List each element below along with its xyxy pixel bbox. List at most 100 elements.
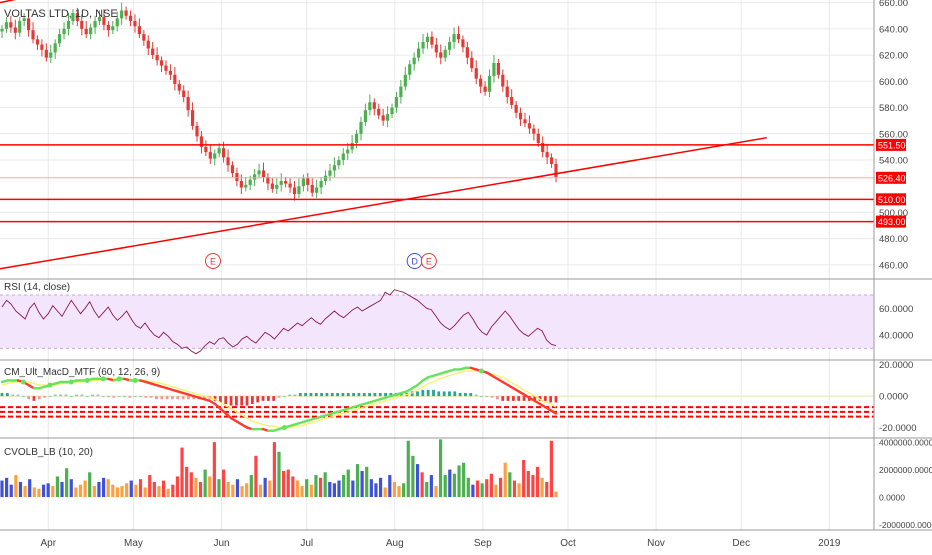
candle-body [213,153,217,159]
macd-tick-label: -20.0000 [879,423,917,434]
macd-histogram-bar [288,394,292,397]
candle-body [71,13,75,21]
volume-bar [78,484,83,498]
macd-histogram-bar [123,396,126,398]
volume-bar [318,477,323,498]
candle-body [168,70,173,75]
macd-histogram-bar [320,393,324,397]
macd-histogram-bar [117,396,121,398]
month-label: Apr [40,538,56,549]
candle-body [235,173,239,181]
month-label: May [124,538,143,549]
volume-bar [106,479,110,498]
macd-histogram-bar [304,393,308,397]
candle-body [385,114,390,121]
macd-histogram-bar [32,396,36,401]
volume-bar [388,475,392,498]
macd-histogram-bar [448,391,451,397]
volume-bar [185,466,189,498]
candle-body [279,180,283,185]
candle-body [22,18,26,21]
price-label: 493.00 [878,217,906,227]
macd-histogram-bar [85,396,89,398]
macd-histogram-bar [522,396,526,401]
volume-bar [462,462,466,498]
macd-histogram-bar [314,393,318,397]
volume-bar [471,484,475,498]
volume-bar [517,483,521,498]
volume-bar [272,442,276,498]
macd-histogram-bar [474,394,478,397]
macd-histogram-bar [325,393,329,397]
macd-histogram-bar [469,393,473,397]
candle-body [354,133,359,143]
candle-body [483,86,487,92]
macd-histogram-bar [53,394,57,397]
candle-body [514,104,518,113]
volume-bar [434,486,438,498]
candle-body [106,24,110,31]
volume-bar [291,476,295,498]
volume-bar [166,488,170,498]
macd-histogram-bar [155,396,158,400]
macd-histogram-bar [384,393,387,397]
rsi-tick-label: 40.0000 [879,331,913,342]
volume-bar [448,469,452,498]
candle-body [13,27,17,33]
candle-body [456,34,461,40]
top-trendline [0,0,16,4]
candle-body [381,115,385,121]
candle-body [434,44,438,53]
candle-body [372,102,376,109]
month-label: Jun [213,538,229,549]
candle-body [204,146,208,153]
candle-body [244,184,248,188]
candle-body [310,184,314,193]
candle-body [487,76,492,92]
price-tick-label: 560.00 [879,129,908,140]
volume-bar [420,472,424,498]
macd-histogram-bar [554,396,558,403]
volume-bar [55,476,59,498]
macd-histogram-bar [421,389,425,397]
macd-histogram-bar [224,396,228,404]
event-marker [420,253,437,269]
candle-body [186,97,190,111]
grid-lines [0,0,874,530]
volume-bar [277,451,281,498]
macd-histogram-bar [213,396,217,401]
candle-body [505,86,509,98]
candle-body [284,180,288,184]
volume-bar [97,481,101,498]
candle-body [9,22,13,28]
month-label: Dec [732,538,750,549]
candle-body [124,10,128,16]
candle-body [421,41,425,49]
event-marker-label: D [411,257,418,267]
volume-bar [9,484,13,498]
macd-histogram-bar [336,393,339,397]
volume-bar [161,480,166,498]
macd-histogram-bar [485,396,489,398]
month-label: Nov [647,538,665,549]
volume-bar [134,484,138,498]
macd-histogram-bar [139,396,142,398]
candle-body [31,30,35,40]
macd-histogram-bar [149,396,153,398]
candle-body [390,107,394,115]
macd-histogram-bar [496,396,499,400]
candle-body [474,68,478,79]
candle-body [253,174,257,180]
macd-histogram-bar [245,396,249,406]
volume-bar [194,477,198,498]
macd-histogram-bar [187,396,190,400]
macd-histogram-bar [346,393,350,397]
volume-bar [314,475,318,498]
macd-histogram-bar [272,396,276,401]
volume-bar [475,480,480,498]
volume-bar [346,469,350,498]
macd-histogram-bar [37,396,41,400]
macd-histogram-bar [128,396,132,398]
